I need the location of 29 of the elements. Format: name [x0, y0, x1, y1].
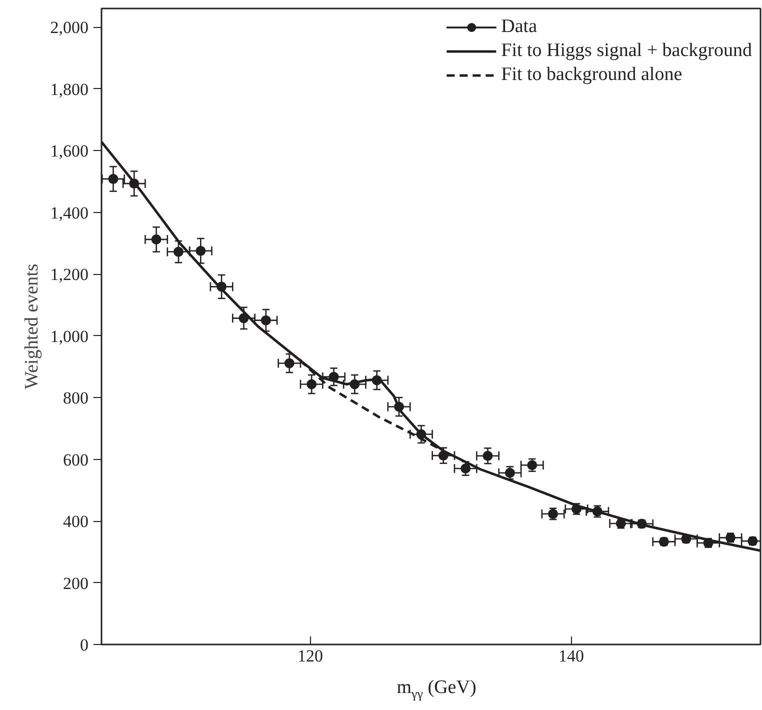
point — [284, 358, 294, 368]
point — [482, 450, 493, 461]
y-tick-label: 2,000 — [50, 18, 88, 38]
point — [196, 246, 206, 256]
point — [527, 460, 538, 470]
point — [151, 234, 162, 244]
y-tick-label: 600 — [63, 450, 88, 470]
point — [173, 246, 184, 257]
point — [504, 468, 515, 478]
point — [460, 464, 471, 474]
y-tick-label: 800 — [63, 388, 88, 408]
y-tick-label: 1,800 — [50, 80, 88, 99]
legend-label: Fit to Higgs signal + background — [501, 40, 752, 62]
point — [260, 315, 271, 326]
y-axis-title: Weighted events — [21, 264, 42, 390]
point — [306, 379, 317, 390]
x-tick-label: 140 — [558, 646, 584, 666]
y-tick-label: 1,600 — [50, 142, 88, 161]
legend-label: Fit to background alone — [501, 64, 682, 86]
legend-label: Data — [501, 16, 538, 38]
y-tick-label: 200 — [63, 574, 88, 593]
y-tick-label: 1,000 — [50, 326, 88, 346]
y-tick-label: 1,400 — [50, 203, 88, 222]
point — [108, 174, 118, 184]
y-tick-label: 1,200 — [50, 265, 88, 284]
x-tick-label: 120 — [298, 646, 324, 666]
y-tick-label: 0 — [80, 636, 88, 654]
x-axis-title: m$_{γγ}$ (GeV) — [396, 676, 476, 703]
y-tick-label: 400 — [63, 512, 88, 532]
